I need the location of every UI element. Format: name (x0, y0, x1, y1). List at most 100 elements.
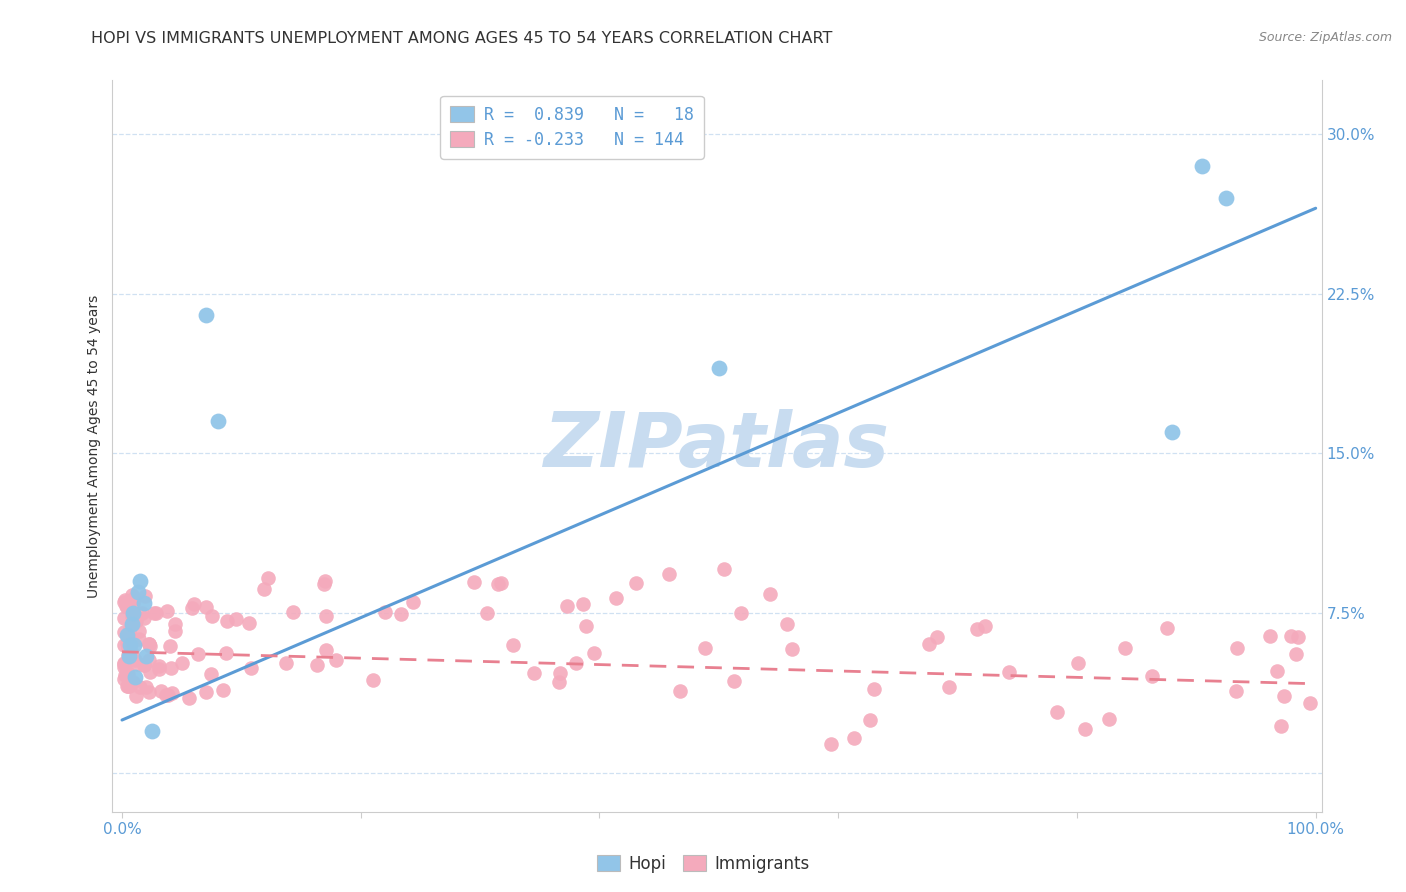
Point (966, 622, 988, 636)
Point (112, 638, 135, 652)
Point (138, 653, 160, 667)
Point (274, 657, 297, 671)
Point (112, 657, 135, 671)
Point (257, 571, 280, 585)
Point (135, 680, 157, 694)
Point (1215, 190, 1237, 204)
Point (1142, 669, 1164, 683)
Point (723, 673, 745, 688)
Point (548, 675, 571, 690)
Point (1270, 719, 1292, 733)
Point (820, 737, 842, 751)
Point (155, 688, 177, 702)
Point (128, 632, 150, 646)
Point (148, 662, 170, 676)
Point (155, 605, 177, 619)
Point (200, 667, 222, 681)
Point (997, 665, 1019, 679)
Point (139, 665, 162, 679)
Text: ZIPatlas: ZIPatlas (544, 409, 890, 483)
Point (211, 683, 233, 698)
Point (135, 648, 157, 663)
Point (325, 653, 347, 667)
Point (115, 636, 138, 650)
Point (115, 665, 138, 679)
Point (162, 686, 184, 700)
Point (180, 601, 202, 615)
Point (463, 574, 485, 589)
Point (121, 609, 143, 624)
Point (115, 679, 138, 693)
Point (120, 639, 142, 653)
Point (114, 668, 136, 682)
Point (730, 607, 752, 621)
Point (117, 679, 139, 693)
Point (862, 681, 884, 696)
Point (112, 595, 135, 609)
Point (548, 665, 571, 680)
Point (707, 361, 730, 376)
Point (124, 670, 146, 684)
Point (121, 615, 143, 630)
Point (121, 636, 143, 650)
Point (314, 574, 336, 589)
Point (138, 638, 160, 652)
Point (389, 607, 412, 622)
Point (858, 713, 880, 727)
Point (124, 653, 146, 667)
Point (194, 599, 217, 614)
Point (215, 614, 238, 628)
Point (132, 658, 155, 673)
Point (974, 619, 997, 633)
Point (201, 609, 224, 624)
Point (1046, 705, 1069, 719)
Point (128, 624, 150, 639)
Point (145, 606, 167, 620)
Point (159, 639, 181, 653)
Point (141, 723, 163, 738)
Point (1161, 425, 1184, 439)
Point (555, 599, 578, 613)
Point (401, 594, 423, 608)
Point (1279, 629, 1302, 643)
Point (129, 574, 152, 589)
Point (605, 591, 627, 605)
Y-axis label: Unemployment Among Ages 45 to 54 years: Unemployment Among Ages 45 to 54 years (87, 294, 101, 598)
Point (117, 679, 139, 693)
Point (148, 658, 170, 673)
Point (117, 626, 139, 640)
Point (132, 596, 155, 610)
Point (1114, 641, 1136, 656)
Point (238, 616, 260, 631)
Point (1066, 656, 1088, 670)
Point (1286, 630, 1309, 644)
Point (112, 656, 135, 670)
Point (112, 625, 135, 640)
Point (117, 667, 139, 681)
Point (156, 689, 179, 703)
Point (374, 606, 396, 620)
Legend: Hopi, Immigrants: Hopi, Immigrants (591, 848, 815, 880)
Point (938, 680, 960, 694)
Point (776, 616, 799, 631)
Point (312, 577, 335, 591)
Point (134, 610, 156, 624)
Point (1225, 684, 1247, 698)
Point (114, 592, 136, 607)
Point (759, 587, 782, 601)
Point (124, 689, 146, 703)
Point (138, 637, 160, 651)
Point (121, 607, 143, 621)
Point (121, 646, 143, 660)
Point (491, 576, 513, 591)
Point (1074, 722, 1097, 736)
Point (1285, 648, 1308, 662)
Point (486, 577, 509, 591)
Point (117, 648, 139, 662)
Point (925, 631, 948, 645)
Point (138, 685, 160, 699)
Point (240, 661, 263, 675)
Point (117, 641, 139, 656)
Point (315, 643, 337, 657)
Point (125, 614, 148, 628)
